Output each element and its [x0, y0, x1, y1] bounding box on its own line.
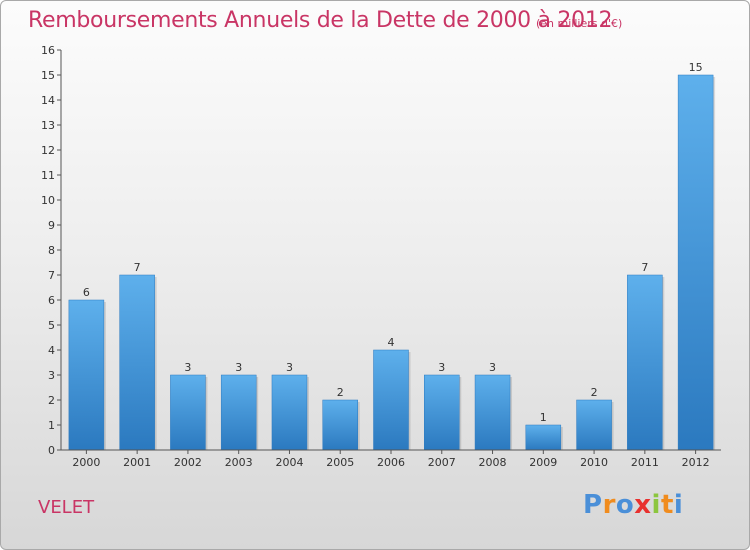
bar-2004 [271, 374, 308, 451]
bar-2005 [322, 399, 358, 451]
chart-title: Remboursements Annuels de la Dette de 20… [28, 8, 613, 33]
x-tick-label: 2001 [123, 456, 151, 469]
y-tick-label: 15 [41, 69, 55, 82]
x-tick-label: 2000 [72, 456, 100, 469]
bar-2001 [119, 274, 155, 451]
bar-value-label: 2 [591, 386, 598, 399]
bar-value-label: 1 [540, 411, 547, 424]
x-tick-label: 2004 [275, 456, 303, 469]
proxiti-logo-letter: t [660, 490, 674, 520]
bar-2011 [627, 274, 663, 451]
bar-value-label: 6 [83, 286, 90, 299]
y-tick-label: 7 [48, 269, 55, 282]
bar-value-label: 7 [641, 261, 648, 274]
y-tick-label: 1 [48, 419, 55, 432]
proxiti-logo-letter: r [602, 490, 616, 520]
y-tick-label: 2 [48, 394, 55, 407]
x-tick-label: 2007 [428, 456, 456, 469]
bar-value-label: 3 [489, 361, 496, 374]
bar-2010 [576, 399, 612, 451]
bar-2007 [424, 374, 460, 451]
x-tick-label: 2012 [682, 456, 710, 469]
bar-2009 [525, 424, 562, 451]
y-tick-label: 13 [41, 119, 55, 132]
x-tick-label: 2009 [529, 456, 557, 469]
x-tick-label: 2005 [326, 456, 354, 469]
bar-value-label: 3 [286, 361, 293, 374]
bar-2003 [220, 374, 257, 451]
bar-value-label: 2 [337, 386, 344, 399]
bar-2008 [474, 374, 511, 451]
y-tick-label: 12 [41, 144, 55, 157]
proxiti-logo-letter: x [634, 490, 652, 520]
bar-value-label: 15 [689, 61, 703, 74]
bar-value-label: 3 [184, 361, 191, 374]
proxiti-logo: Proxiti [583, 490, 683, 520]
y-tick-label: 0 [48, 444, 55, 457]
x-tick-label: 2002 [174, 456, 202, 469]
bar-value-label: 3 [235, 361, 242, 374]
bar-value-label: 7 [134, 261, 141, 274]
x-tick-label: 2003 [225, 456, 253, 469]
y-tick-label: 3 [48, 369, 55, 382]
commune-name: VELET [38, 497, 95, 518]
x-tick-label: 2010 [580, 456, 608, 469]
bars: 6 7 3 3 3 2 4 3 3 1 2 7 15 [68, 61, 716, 451]
y-tick-label: 5 [48, 319, 55, 332]
y-tick-label: 10 [41, 194, 55, 207]
chart-subtitle: (en milliers d'€) [536, 17, 623, 30]
x-tick-label: 2011 [631, 456, 659, 469]
y-tick-label: 4 [48, 344, 55, 357]
bar-2006 [373, 349, 409, 451]
y-tick-label: 6 [48, 294, 55, 307]
proxiti-logo-letter: i [651, 490, 661, 520]
x-axis: 2000 2001 2002 2003 2004 2005 2006 2007 2008 2009… [61, 449, 721, 469]
proxiti-logo-letter: o [615, 490, 635, 520]
proxiti-logo-letter: i [673, 490, 684, 520]
bar-2002 [170, 374, 206, 451]
y-tick-label: 16 [41, 44, 55, 57]
proxiti-logo-letter: P [583, 490, 603, 520]
bar-2000 [68, 299, 105, 451]
bar-2012 [677, 74, 714, 451]
y-tick-label: 11 [41, 169, 55, 182]
y-tick-label: 8 [48, 244, 55, 257]
x-tick-label: 2008 [479, 456, 507, 469]
bar-value-label: 3 [438, 361, 445, 374]
y-tick-label: 9 [48, 219, 55, 232]
x-tick-label: 2006 [377, 456, 405, 469]
y-tick-label: 14 [41, 94, 55, 107]
bar-value-label: 4 [388, 336, 395, 349]
